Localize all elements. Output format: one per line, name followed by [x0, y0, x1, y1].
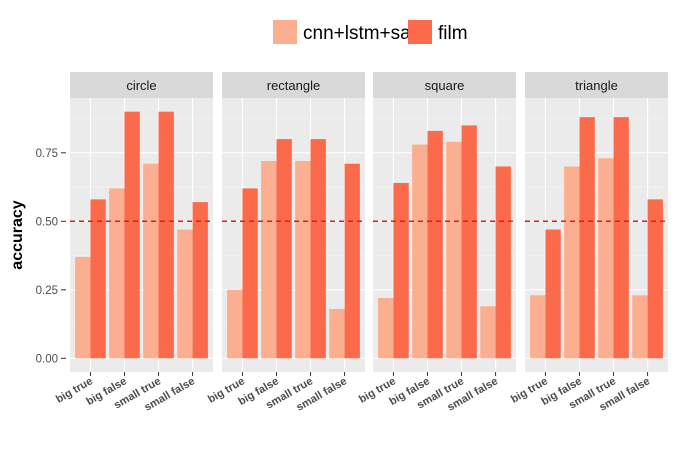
panel-strip: [373, 72, 516, 98]
panel-strip: [222, 72, 365, 98]
bar-square-big-false-cnn-lstm-sa: [412, 144, 428, 359]
panel-title: triangle: [575, 78, 618, 93]
bar-circle-small-true-cnn-lstm-sa: [143, 163, 159, 359]
bar-triangle-big-false-cnn-lstm-sa: [564, 166, 580, 359]
panel-strip: [70, 72, 213, 98]
bar-circle-small-true-film: [158, 111, 174, 359]
y-tick-label: 0.75: [36, 148, 58, 160]
bar-rectangle-big-true-cnn-lstm-sa: [227, 289, 243, 359]
bar-rectangle-small-false-film: [344, 163, 360, 359]
bar-triangle-small-false-film: [647, 199, 663, 359]
bar-square-big-true-film: [393, 182, 409, 359]
bar-triangle-small-true-cnn-lstm-sa: [598, 158, 614, 359]
y-axis: 0.00 0.25 0.50 0.75: [36, 148, 66, 365]
bar-rectangle-big-false-cnn-lstm-sa: [261, 161, 277, 359]
bar-circle-small-false-cnn-lstm-sa: [177, 229, 193, 359]
bar-circle-big-false-film: [124, 111, 140, 359]
bar-rectangle-big-true-film: [242, 188, 258, 359]
bar-square-small-true-cnn-lstm-sa: [446, 141, 462, 359]
y-tick-label: 0.25: [36, 285, 58, 297]
y-axis-title: accuracy: [9, 200, 26, 269]
bar-square-small-false-cnn-lstm-sa: [480, 306, 496, 359]
legend-swatch-cnn-lstm-sa: [273, 20, 297, 44]
bar-circle-big-true-film: [90, 199, 106, 359]
bar-triangle-big-true-cnn-lstm-sa: [530, 295, 546, 359]
panel-title: circle: [126, 78, 156, 93]
panel-title: rectangle: [267, 78, 320, 93]
bar-rectangle-small-false-cnn-lstm-sa: [329, 308, 345, 359]
bar-rectangle-small-true-cnn-lstm-sa: [295, 161, 311, 359]
panel-strip: [525, 72, 668, 98]
panel-title: square: [425, 78, 465, 93]
y-tick-label: 0.50: [36, 216, 58, 228]
legend-label-cnn-lstm-sa: cnn+lstm+sa: [303, 23, 411, 44]
bar-triangle-big-true-film: [545, 229, 561, 359]
bar-square-small-true-film: [461, 125, 477, 359]
bar-triangle-big-false-film: [579, 117, 595, 359]
legend-label-film: film: [438, 23, 468, 44]
bar-triangle-small-false-cnn-lstm-sa: [632, 295, 648, 359]
bar-circle-big-false-cnn-lstm-sa: [109, 188, 125, 359]
bar-square-small-false-film: [495, 166, 511, 359]
bar-circle-big-true-cnn-lstm-sa: [75, 256, 91, 359]
bar-rectangle-big-false-film: [276, 139, 292, 359]
bar-circle-small-false-film: [192, 202, 208, 359]
legend-swatch-film: [408, 20, 432, 44]
legend: cnn+lstm+sa film: [273, 20, 468, 44]
bar-square-big-true-cnn-lstm-sa: [378, 298, 394, 359]
y-tick-label: 0.00: [36, 353, 58, 365]
bar-triangle-small-true-film: [613, 117, 629, 359]
bar-rectangle-small-true-film: [310, 139, 326, 359]
bar-square-big-false-film: [427, 130, 443, 359]
